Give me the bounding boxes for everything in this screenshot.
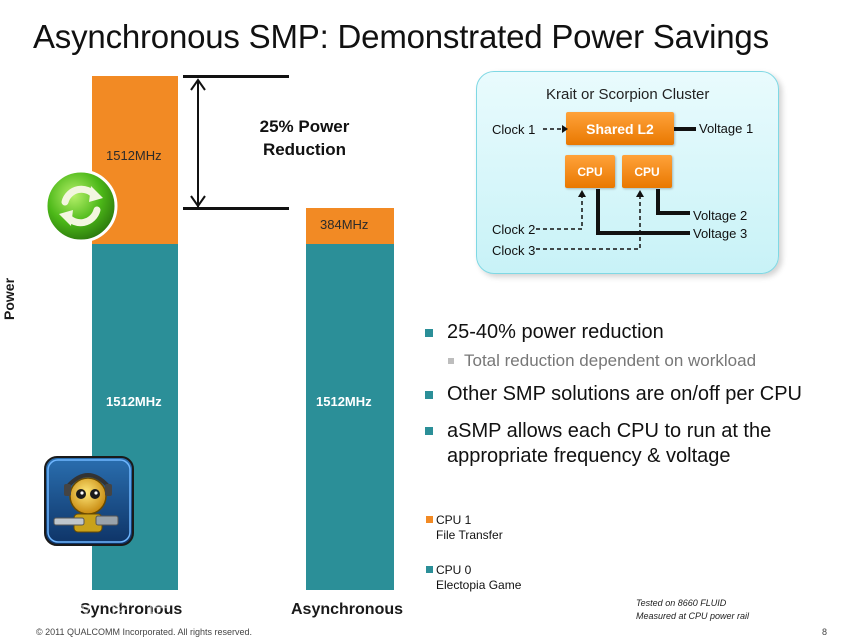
top-reference-line xyxy=(183,75,289,78)
legend-cpu1-subtitle: File Transfer xyxy=(436,528,503,542)
bullet-marker xyxy=(425,391,433,399)
bullet-3-line1: aSMP allows each CPU to run at the xyxy=(447,420,772,442)
bar-asynchronous-cpu1 xyxy=(306,208,394,244)
legend-cpu0-swatch xyxy=(426,566,433,573)
test-footnote-line2: Measured at CPU power rail xyxy=(636,611,750,621)
test-footnote-line1: Tested on 8660 FLUID xyxy=(636,598,727,608)
copyright-text: © 2011 QUALCOMM Incorporated. All rights… xyxy=(36,627,253,637)
legend-cpu1: CPU 1 File Transfer xyxy=(426,513,503,543)
y-axis-label: Power xyxy=(1,278,31,350)
bar-asynchronous-cpu0-label: 1512MHz xyxy=(316,394,372,409)
left-rail xyxy=(0,0,22,642)
cpu-block-1-label: CPU xyxy=(577,164,603,179)
x-label-synchronous: Synchronous xyxy=(80,601,183,618)
shared-l2-label: Shared L2 xyxy=(586,120,654,137)
electopia-game-icon xyxy=(44,456,134,546)
sub-bullet-marker xyxy=(448,358,454,364)
bullet-2-text: Other SMP solutions are on/off per CPU xyxy=(447,383,802,405)
bullet-3-line2: appropriate frequency & voltage xyxy=(447,445,731,467)
bottom-reference-line xyxy=(183,207,289,210)
bullet-1-sub: Total reduction dependent on workload xyxy=(448,351,756,371)
cpu-block-2: CPU xyxy=(622,155,672,188)
bullet-2: Other SMP solutions are on/off per CPU xyxy=(425,383,802,406)
dimension-line xyxy=(197,80,199,208)
watermark-url: bbs.kafan.cn xyxy=(46,616,115,627)
clock2-label: Clock 2 xyxy=(492,222,536,237)
bar-synchronous-cpu1-label: 1512MHz xyxy=(106,148,162,163)
bullet-3: aSMP allows each CPU to run at the appro… xyxy=(425,419,771,469)
voltage3-label: Voltage 3 xyxy=(693,226,748,241)
legend-cpu0-subtitle: Electopia Game xyxy=(436,578,522,592)
watermark: 卡 饭 论 坛 bbs.kafan.cn xyxy=(32,592,174,627)
reduction-label-line1: 25% Power xyxy=(259,117,350,136)
clock1-label: Clock 1 xyxy=(492,122,536,137)
reduction-label: 25% Power Reduction xyxy=(232,115,377,161)
bullet-1: 25-40% power reduction xyxy=(425,321,664,344)
dimension-arrows xyxy=(190,78,206,208)
clock3-label: Clock 3 xyxy=(492,243,536,258)
x-label-asynchronous: Asynchronous xyxy=(291,601,404,618)
reduction-label-line2: Reduction xyxy=(262,140,347,159)
voltage2-label: Voltage 2 xyxy=(693,208,748,223)
refresh-icon xyxy=(44,169,118,243)
bullet-marker xyxy=(425,329,433,337)
cluster-title: Krait or Scorpion Cluster xyxy=(546,86,710,103)
cluster-wiring xyxy=(536,125,696,250)
legend-cpu0-title: CPU 0 xyxy=(436,563,472,577)
y-axis-label-text: Power xyxy=(1,277,17,320)
bar-asynchronous-cpu1-label: 384MHz xyxy=(320,217,369,232)
bullet-marker xyxy=(425,427,433,435)
legend-cpu0: CPU 0 Electopia Game xyxy=(426,563,521,593)
legend-cpu1-swatch xyxy=(426,516,433,523)
cpu-block-2-label: CPU xyxy=(634,164,660,179)
test-footnote: Tested on 8660 FLUID Measured at CPU pow… xyxy=(636,597,749,623)
slide-title: Asynchronous SMP: Demonstrated Power Sav… xyxy=(33,18,769,55)
bullet-1-text: 25-40% power reduction xyxy=(447,321,664,343)
cpu-block-1: CPU xyxy=(565,155,615,188)
shared-l2-block: Shared L2 xyxy=(566,112,674,145)
legend-cpu1-title: CPU 1 xyxy=(436,513,472,527)
bullet-1-sub-text: Total reduction dependent on workload xyxy=(464,351,757,370)
watermark-text: 卡 饭 论 坛 xyxy=(32,597,174,622)
voltage1-label: Voltage 1 xyxy=(699,121,754,136)
page-number: 8 xyxy=(822,627,828,637)
bar-synchronous-cpu0-label: 1512MHz xyxy=(106,394,162,409)
bar-asynchronous-cpu0 xyxy=(306,244,394,590)
